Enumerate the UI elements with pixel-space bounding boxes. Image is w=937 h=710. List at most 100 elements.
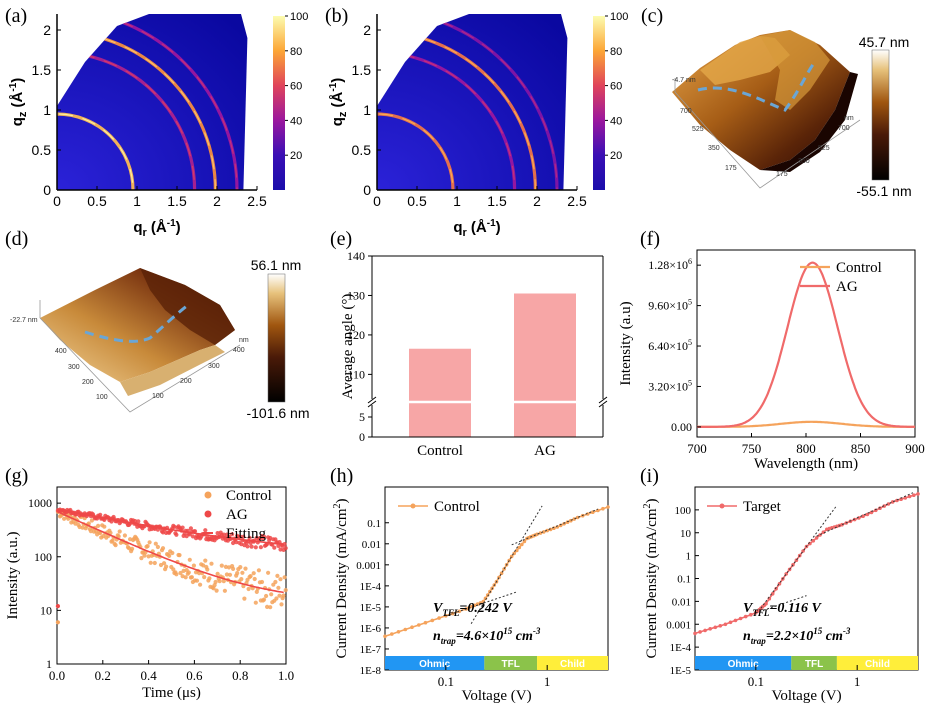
x-tick-label: 0.1 [438, 674, 454, 689]
y-tick-exp: 6 [688, 257, 692, 266]
panel-label-f: (f) [640, 228, 660, 250]
annotation-n-exp: 15 [813, 626, 823, 636]
annotation-n: n [433, 629, 441, 644]
data-point [585, 512, 590, 516]
surface-tick-left: 525 [692, 126, 704, 133]
surface-tick-right: 700 [838, 125, 850, 132]
y-label-main: q [329, 117, 346, 126]
colorbar-d [267, 273, 286, 403]
data-point [733, 618, 738, 623]
break-mask-left [367, 399, 377, 405]
y-label-sub: z [337, 111, 349, 117]
surface-tick-right: 300 [208, 363, 220, 370]
annotation-n-unit: cm [512, 629, 533, 644]
data-point [254, 589, 259, 595]
data-point [209, 561, 214, 566]
data-point [215, 531, 220, 536]
data-point [693, 631, 697, 636]
data-point [117, 529, 122, 534]
panel-label-c: (c) [641, 5, 663, 27]
data-point [215, 571, 220, 576]
data-point [102, 524, 107, 529]
data-point [275, 573, 280, 579]
y-tick-mantissa: 9.60×10 [648, 299, 688, 313]
y-tick-label: 0 [363, 182, 371, 198]
data-point [252, 576, 257, 582]
data-point [430, 618, 435, 623]
x-tick-label: 1 [453, 193, 461, 209]
data-point [272, 545, 277, 550]
data-point [211, 586, 216, 591]
colorbar-b: 100 80 60 40 20 [593, 11, 628, 190]
data-point [253, 545, 258, 550]
data-point [155, 544, 160, 550]
fit-dashed-line [755, 595, 807, 614]
data-point [912, 493, 916, 498]
y-label-sub: z [17, 111, 29, 117]
data-point [396, 630, 401, 634]
data-point [170, 550, 175, 556]
x-tick-label: 700 [687, 441, 707, 456]
annotation-n-exp: 15 [503, 626, 513, 636]
bar-ag [514, 293, 576, 437]
y-label-close: ) [329, 78, 346, 83]
x-tick-label: 2 [213, 193, 221, 209]
data-point [542, 530, 546, 534]
panel-label-a: (a) [5, 5, 27, 27]
data-point [517, 545, 522, 550]
x-tick-label: 0.5 [87, 193, 107, 209]
annotation-n-unit-exp: -3 [843, 626, 851, 636]
data-point [162, 561, 167, 566]
data-point [139, 556, 144, 561]
region-tfl [484, 656, 538, 670]
data-point [278, 577, 283, 582]
data-point [718, 624, 723, 628]
data-point [158, 562, 164, 568]
data-point [276, 585, 281, 590]
x-label-close: ) [176, 219, 181, 236]
surface-c-edge [760, 72, 858, 172]
surface-tick-right: 350 [798, 158, 810, 165]
data-point [450, 611, 455, 616]
data-point [703, 628, 707, 633]
panel-label-e: (e) [330, 228, 352, 250]
colorbar-min-c: -55.1 nm [856, 183, 911, 199]
data-point [444, 614, 448, 618]
annotation-n-val: =4.6×10 [456, 629, 503, 644]
y-tick-label: 5 [359, 410, 365, 424]
x-label-exp: -1 [167, 218, 176, 229]
surface-tick-right: 525 [818, 145, 830, 152]
data-point [145, 544, 150, 549]
sclc-chart-h: Ohmic TFL Child 0.1 1 1E-8 1E-7 1E-6 1E-5 1E-4 0.0… [332, 486, 610, 704]
annotation-n-sub: trap [441, 636, 457, 646]
data-point [283, 546, 288, 551]
fit-dashed-line [470, 505, 543, 624]
x-axis-label: qr (Å-1) [453, 218, 500, 239]
data-point [457, 609, 462, 614]
panel-h: (h) Ohmic TFL Child 0.1 1 1E-8 1E-7 1E-6 1E-5 1E-… [330, 465, 610, 704]
data-point [239, 577, 244, 582]
region-child [537, 656, 608, 670]
y-label-main: q [9, 117, 26, 126]
surface-d-edge [120, 345, 225, 396]
annotation-n: n [743, 629, 751, 644]
data-point [265, 604, 270, 610]
data-point [814, 536, 819, 540]
annotation-v-sub: TFL [442, 608, 460, 618]
surface-ticks-c: 175 175 350 350 525 525 700 700 nm [680, 108, 854, 178]
region-label: TFL [502, 659, 520, 670]
surface-axis-unit: nm [844, 115, 854, 122]
legend-label: AG [226, 507, 248, 523]
panel-c: (c) -4.7 nm 175 175 350 350 525 525 700 700 nm 4… [641, 5, 912, 199]
y-tick-label: 10 [680, 528, 692, 540]
region-label: TFL [805, 659, 823, 670]
data-point [89, 518, 94, 523]
data-point [515, 548, 519, 553]
y-label-main: Current Density (mA/cm [644, 508, 660, 658]
x-label-main: q [453, 219, 462, 236]
break-mark [598, 400, 608, 408]
data-point [488, 589, 492, 594]
data-point [242, 596, 247, 601]
